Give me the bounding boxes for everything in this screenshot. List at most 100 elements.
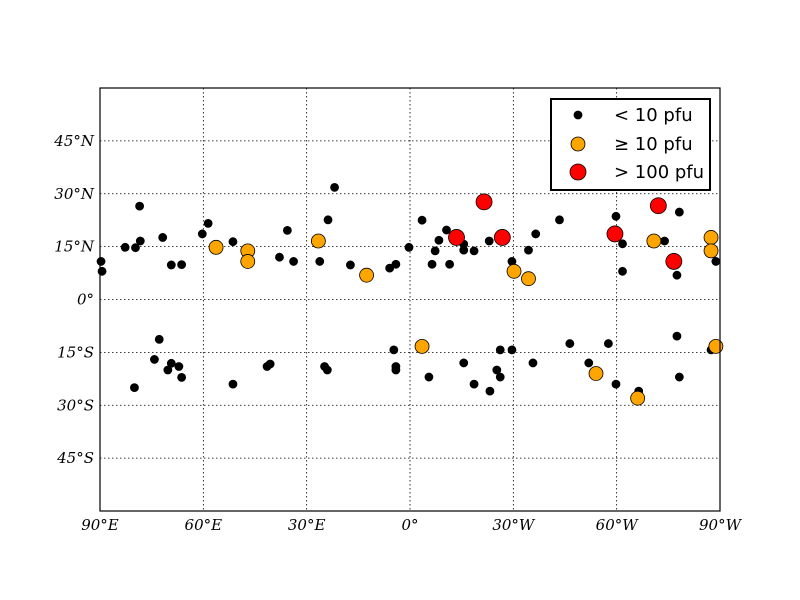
- point-ge-10-pfu: [703, 230, 719, 245]
- point-below-10-pfu: [434, 235, 444, 245]
- point-below-10-pfu: [524, 245, 533, 255]
- point-below-10-pfu: [674, 207, 684, 217]
- point-ge-10-pfu: [240, 254, 256, 269]
- point-below-10-pfu: [154, 334, 164, 344]
- y-tick-label: 30°N: [54, 185, 95, 203]
- point-ge-10-pfu: [208, 239, 224, 255]
- point-ge-10-pfu: [703, 243, 719, 259]
- point-gt-100-pfu: [606, 225, 624, 243]
- point-below-10-pfu: [469, 246, 479, 256]
- x-tick-label: 90°W: [699, 516, 743, 534]
- point-below-10-pfu: [604, 339, 613, 348]
- point-below-10-pfu: [611, 379, 621, 389]
- x-tick-label: 90°E: [81, 516, 119, 534]
- point-below-10-pfu: [315, 257, 325, 266]
- point-below-10-pfu: [531, 229, 541, 239]
- point-below-10-pfu: [158, 233, 168, 242]
- legend-label-below-10: < 10 pfu: [614, 105, 693, 126]
- point-below-10-pfu: [445, 259, 455, 269]
- point-below-10-pfu: [417, 215, 427, 225]
- point-below-10-pfu: [495, 345, 505, 355]
- point-below-10-pfu: [163, 365, 173, 375]
- plot-frame: [99, 87, 721, 512]
- point-below-10-pfu: [674, 372, 684, 382]
- point-below-10-pfu: [228, 379, 238, 389]
- point-below-10-pfu: [507, 345, 517, 355]
- x-tick-label: 60°W: [596, 516, 640, 534]
- y-tick-label: 45°N: [53, 132, 95, 150]
- point-below-10-pfu: [391, 365, 401, 375]
- point-below-10-pfu: [385, 263, 395, 273]
- point-below-10-pfu: [565, 339, 575, 348]
- point-below-10-pfu: [177, 260, 187, 270]
- point-below-10-pfu: [618, 239, 627, 249]
- point-below-10-pfu: [528, 358, 538, 368]
- point-gt-100-pfu: [665, 253, 683, 270]
- point-below-10-pfu: [672, 331, 682, 341]
- point-below-10-pfu: [459, 245, 469, 255]
- point-ge-10-pfu: [310, 233, 326, 249]
- y-tick-label: 45°S: [56, 449, 94, 467]
- point-below-10-pfu: [495, 372, 505, 382]
- point-ge-10-pfu: [506, 263, 522, 279]
- point-below-10-pfu: [174, 362, 184, 371]
- point-gt-100-pfu: [493, 229, 511, 246]
- point-below-10-pfu: [492, 365, 502, 375]
- point-below-10-pfu: [389, 345, 399, 355]
- point-below-10-pfu: [424, 372, 434, 382]
- point-ge-10-pfu: [414, 338, 430, 354]
- point-ge-10-pfu: [521, 271, 536, 287]
- point-ge-10-pfu: [588, 366, 604, 381]
- x-tick-label: 60°E: [185, 516, 223, 534]
- point-below-10-pfu: [618, 266, 627, 276]
- point-below-10-pfu: [197, 229, 207, 239]
- x-tick-label: 30°W: [492, 516, 536, 534]
- legend-label-gt-100: > 100 pfu: [614, 162, 704, 183]
- y-tick-label: 0°: [77, 291, 94, 309]
- point-below-10-pfu: [469, 379, 479, 389]
- point-below-10-pfu: [330, 183, 339, 192]
- point-below-10-pfu: [177, 373, 187, 382]
- point-ge-10-pfu: [359, 267, 375, 283]
- point-below-10-pfu: [265, 359, 275, 369]
- point-below-10-pfu: [404, 242, 414, 252]
- point-below-10-pfu: [135, 201, 145, 211]
- legend-marker-below-10: [573, 110, 583, 120]
- legend: < 10 pfu ≥ 10 pfu > 100 pfu: [550, 98, 711, 191]
- data-points: [96, 183, 724, 406]
- point-below-10-pfu: [711, 257, 721, 266]
- point-below-10-pfu: [584, 358, 594, 368]
- point-gt-100-pfu: [448, 229, 465, 246]
- point-below-10-pfu: [135, 236, 145, 246]
- axis-ticks: 90°E 60°E 30°E 0° 30°W 60°W 90°W 45°N 30°N 15°N 0°…: [53, 132, 742, 534]
- point-below-10-pfu: [166, 260, 176, 270]
- point-below-10-pfu: [611, 211, 621, 221]
- point-below-10-pfu: [275, 252, 284, 262]
- point-ge-10-pfu: [630, 390, 646, 406]
- point-below-10-pfu: [484, 236, 494, 246]
- point-gt-100-pfu: [475, 193, 493, 211]
- point-ge-10-pfu: [708, 338, 724, 354]
- point-below-10-pfu: [97, 266, 107, 276]
- y-tick-label: 15°N: [54, 238, 95, 256]
- point-below-10-pfu: [442, 225, 451, 235]
- point-below-10-pfu: [660, 236, 669, 246]
- y-tick-label: 15°S: [57, 343, 94, 361]
- point-gt-100-pfu: [649, 197, 667, 215]
- point-below-10-pfu: [346, 260, 355, 270]
- point-below-10-pfu: [120, 242, 130, 252]
- point-below-10-pfu: [322, 365, 332, 375]
- point-below-10-pfu: [427, 259, 437, 269]
- point-below-10-pfu: [228, 237, 238, 247]
- point-below-10-pfu: [430, 246, 440, 256]
- point-below-10-pfu: [672, 270, 682, 280]
- point-below-10-pfu: [96, 257, 106, 266]
- point-below-10-pfu: [555, 215, 564, 225]
- y-tick-label: 30°S: [57, 396, 94, 414]
- x-tick-label: 0°: [401, 516, 418, 534]
- point-below-10-pfu: [150, 355, 159, 364]
- point-below-10-pfu: [282, 226, 292, 235]
- point-below-10-pfu: [485, 386, 495, 396]
